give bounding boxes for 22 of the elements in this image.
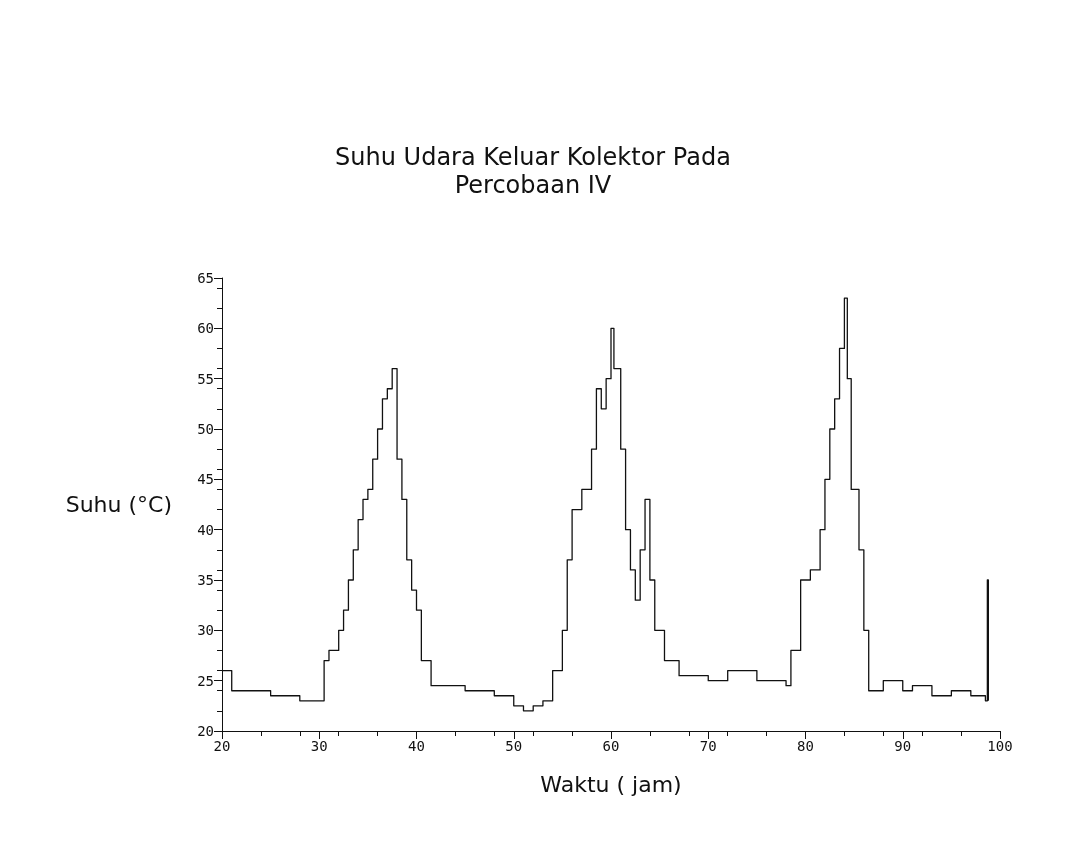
y-axis-title: Suhu (°C) (65, 492, 172, 517)
x-tick-label: 30 (310, 738, 328, 754)
x-tick-label: 20 (213, 738, 231, 754)
x-tick-label: 40 (408, 738, 425, 754)
y-tick-label: 55 (197, 370, 214, 387)
y-tick-label: 65 (197, 270, 214, 286)
chart-title: Suhu Udara Keluar Kolektor Pada Percobaan IV (335, 143, 731, 199)
y-tick-label: 20 (197, 723, 214, 739)
x-tick-label: 50 (505, 738, 523, 754)
y-tick-label: 30 (197, 622, 214, 639)
y-tick-label: 50 (197, 421, 214, 437)
x-tick-label: 90 (894, 738, 912, 754)
x-tick-label: 80 (797, 738, 814, 754)
x-tick-label: 60 (602, 738, 620, 754)
x-axis-title: Waktu ( jam) (540, 771, 682, 797)
x-tick-label: 70 (699, 738, 717, 754)
y-tick-label: 40 (197, 521, 214, 538)
y-tick-label: 45 (197, 471, 214, 488)
y-tick-label: 25 (197, 672, 214, 689)
x-tick-label: 100 (987, 738, 1013, 754)
y-tick-label: 35 (197, 572, 214, 588)
y-tick-label: 60 (197, 320, 214, 337)
